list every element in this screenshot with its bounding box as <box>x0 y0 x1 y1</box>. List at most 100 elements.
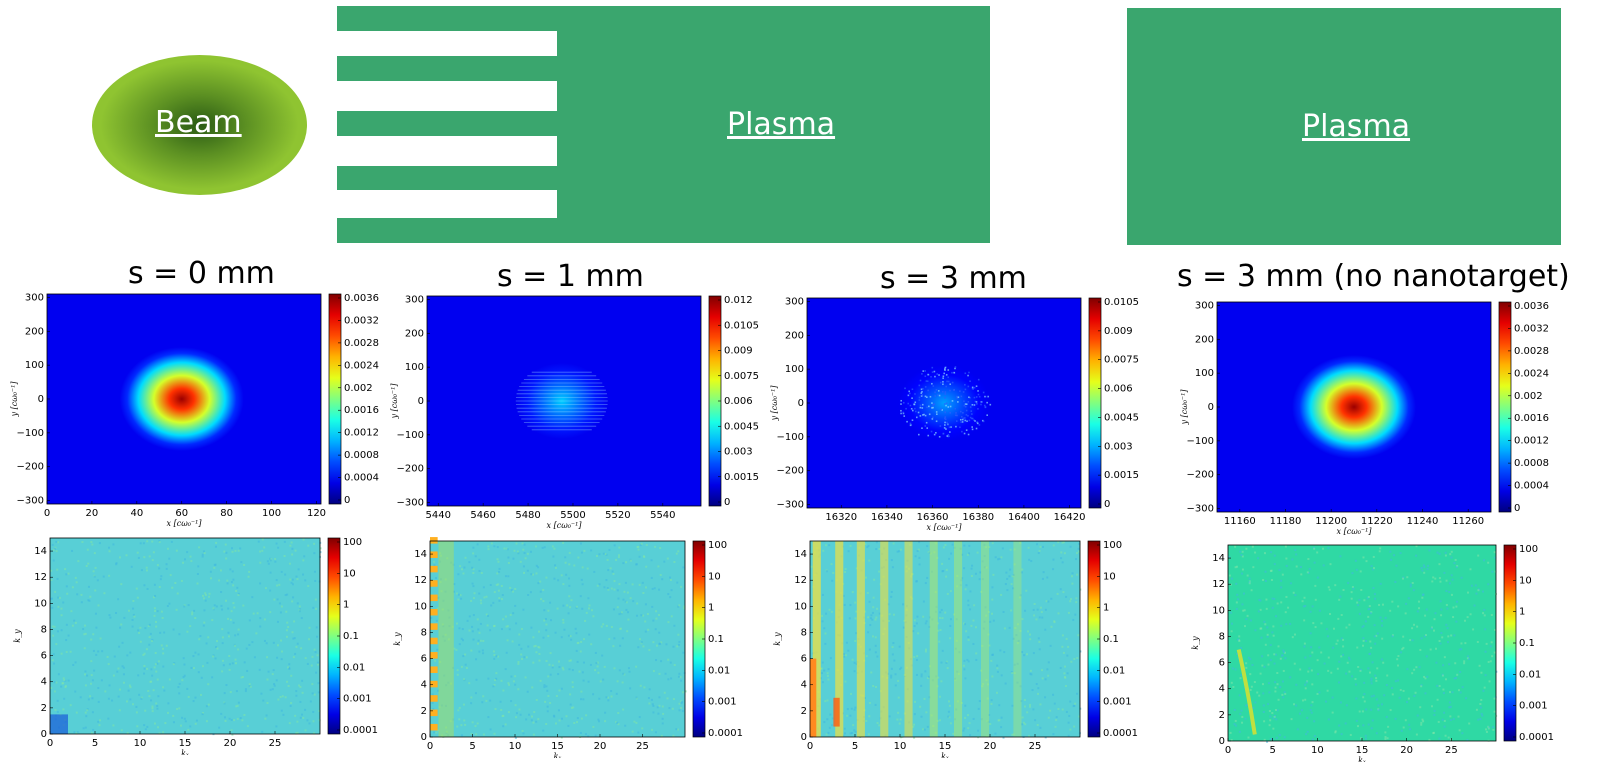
noise-pixel <box>1289 622 1292 625</box>
noise-pixel <box>992 619 995 622</box>
noise-pixel <box>842 652 845 655</box>
speckle <box>920 392 923 394</box>
noise-pixel <box>557 709 560 712</box>
noise-pixel <box>180 579 183 582</box>
noise-pixel <box>663 560 666 563</box>
noise-pixel <box>1481 590 1484 593</box>
noise-pixel <box>88 599 91 602</box>
noise-pixel <box>981 560 984 563</box>
noise-pixel <box>996 667 999 670</box>
noise-pixel <box>1378 550 1381 553</box>
noise-pixel <box>1268 682 1271 685</box>
noise-pixel <box>154 651 157 654</box>
noise-pixel <box>828 608 831 611</box>
speckle <box>914 401 917 404</box>
noise-pixel <box>897 711 900 714</box>
noise-pixel <box>431 693 434 696</box>
speckle <box>930 375 932 378</box>
noise-pixel <box>578 670 581 673</box>
noise-pixel <box>875 541 878 544</box>
noise-pixel <box>946 667 949 670</box>
noise-pixel <box>1046 668 1049 671</box>
noise-pixel <box>525 718 528 721</box>
noise-pixel <box>230 581 233 584</box>
noise-pixel <box>201 555 204 558</box>
noise-pixel <box>824 700 827 703</box>
noise-pixel <box>475 678 478 681</box>
noise-pixel <box>1238 640 1241 643</box>
x-axis-label: x [cω₀⁻¹] <box>927 523 963 532</box>
speckle <box>943 427 946 429</box>
noise-pixel <box>1391 600 1394 603</box>
noise-pixel <box>92 728 95 731</box>
noise-pixel <box>1432 629 1435 632</box>
noise-pixel <box>499 700 502 703</box>
noise-pixel <box>58 596 61 599</box>
noise-pixel <box>143 672 146 675</box>
speckle <box>974 420 976 422</box>
noise-pixel <box>1375 679 1378 682</box>
noise-pixel <box>457 573 460 576</box>
noise-pixel <box>517 688 520 691</box>
noise-pixel <box>95 626 98 629</box>
y-tick-label: 0 <box>801 732 807 743</box>
noise-pixel <box>80 601 83 604</box>
noise-pixel <box>1271 631 1274 634</box>
y-tick-label: −200 <box>777 466 804 477</box>
noise-pixel <box>168 678 171 681</box>
noise-pixel <box>924 670 927 673</box>
speckle <box>963 404 966 407</box>
noise-pixel <box>969 734 972 737</box>
noise-pixel <box>1387 725 1390 728</box>
noise-pixel <box>1460 648 1463 651</box>
noise-pixel <box>1417 600 1420 603</box>
colorbar-tick-label: 0.0024 <box>344 360 379 371</box>
noise-pixel <box>1276 672 1279 675</box>
y-axis-label: k_y <box>773 632 782 646</box>
noise-pixel <box>60 607 63 610</box>
noise-pixel <box>635 563 638 566</box>
noise-pixel <box>194 616 197 619</box>
noise-pixel <box>1454 558 1457 561</box>
noise-pixel <box>617 554 620 557</box>
noise-pixel <box>640 614 643 617</box>
noise-pixel <box>158 567 161 570</box>
noise-pixel <box>967 714 970 717</box>
noise-pixel <box>290 674 293 677</box>
noise-pixel <box>74 690 77 693</box>
x-tick-label: 0 <box>807 741 813 752</box>
noise-pixel <box>679 676 682 679</box>
noise-pixel <box>100 679 103 682</box>
noise-pixel <box>679 706 682 709</box>
noise-pixel <box>1390 687 1393 690</box>
noise-pixel <box>181 679 184 682</box>
noise-pixel <box>582 638 585 641</box>
speckle <box>960 416 963 418</box>
noise-pixel <box>156 662 159 665</box>
speckle <box>971 428 974 431</box>
noise-pixel <box>588 633 591 636</box>
noise-pixel <box>1389 550 1392 553</box>
noise-pixel <box>495 677 498 680</box>
noise-pixel <box>482 695 485 698</box>
speckle <box>989 403 992 406</box>
noise-pixel <box>594 651 597 654</box>
y-tick-label: 8 <box>421 627 427 638</box>
noise-pixel <box>301 679 304 682</box>
noise-pixel <box>887 603 890 606</box>
noise-pixel <box>313 570 316 573</box>
noise-pixel <box>853 670 856 673</box>
noise-pixel <box>1484 674 1487 677</box>
noise-pixel <box>487 716 490 719</box>
speckle <box>924 425 927 427</box>
noise-pixel <box>240 676 243 679</box>
noise-pixel <box>189 555 192 558</box>
noise-pixel <box>530 719 533 722</box>
noise-pixel <box>1237 598 1240 601</box>
noise-pixel <box>295 732 298 735</box>
speckle <box>938 374 940 376</box>
noise-pixel <box>1022 721 1025 724</box>
noise-pixel <box>1044 736 1047 739</box>
noise-pixel <box>1494 570 1497 573</box>
noise-pixel <box>590 609 593 612</box>
